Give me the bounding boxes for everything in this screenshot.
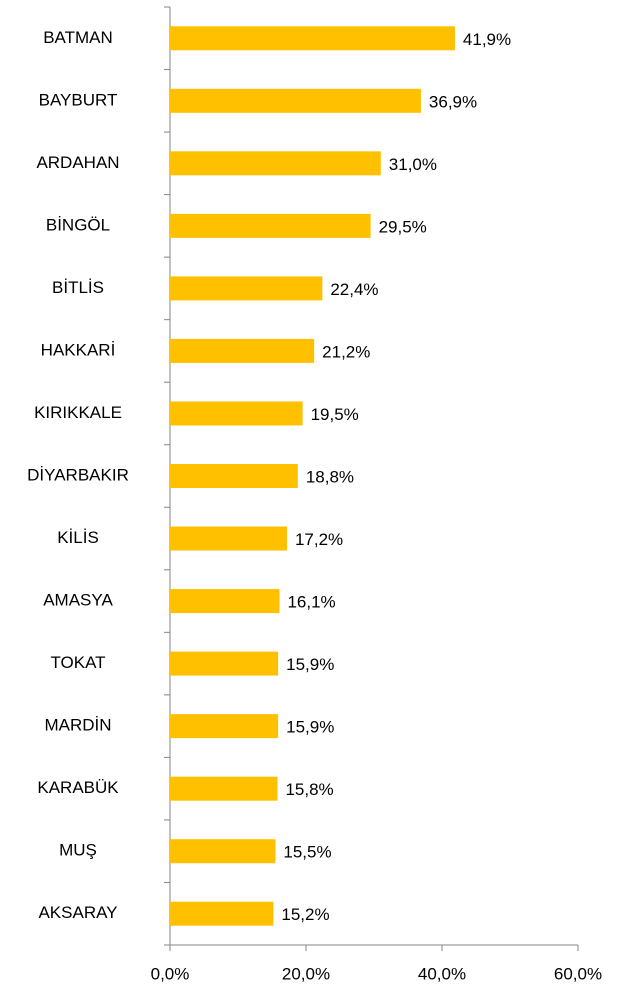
value-label: 15,8% xyxy=(285,780,333,799)
value-label: 15,2% xyxy=(281,905,329,924)
bar xyxy=(170,839,276,864)
value-label: 41,9% xyxy=(463,30,511,49)
value-label: 15,9% xyxy=(286,655,334,674)
y-tick-label: BİNGÖL xyxy=(46,215,110,234)
x-tick-label: 40,0% xyxy=(418,964,466,983)
bar xyxy=(170,526,287,551)
bar xyxy=(170,338,315,363)
value-label: 18,8% xyxy=(306,467,354,486)
y-tick-label: MARDİN xyxy=(44,716,111,735)
bar xyxy=(170,88,421,113)
y-tick-label: KİLİS xyxy=(57,528,99,547)
bar xyxy=(170,714,279,739)
y-tick-label: AMASYA xyxy=(43,591,113,610)
y-tick-label: DİYARBAKIR xyxy=(27,465,129,484)
value-label: 31,0% xyxy=(389,155,437,174)
value-label: 19,5% xyxy=(311,405,359,424)
y-tick-label: ARDAHAN xyxy=(36,153,119,172)
value-label: 36,9% xyxy=(429,92,477,111)
bar xyxy=(170,776,278,801)
bar xyxy=(170,464,298,488)
y-tick-label: BİTLİS xyxy=(52,278,104,297)
y-tick-label: HAKKARİ xyxy=(41,340,116,359)
bar xyxy=(170,401,303,426)
y-tick-label: KIRIKKALE xyxy=(34,403,122,422)
y-tick-label: KARABÜK xyxy=(37,778,119,797)
x-tick-label: 0,0% xyxy=(151,964,190,983)
value-label: 16,1% xyxy=(287,593,335,612)
x-tick-label: 20,0% xyxy=(282,964,330,983)
y-tick-label: TOKAT xyxy=(50,653,105,672)
value-label: 15,9% xyxy=(286,718,334,737)
bar xyxy=(170,276,323,301)
value-label: 17,2% xyxy=(295,530,343,549)
bar xyxy=(170,589,280,614)
bar xyxy=(170,26,455,51)
x-tick-label: 60,0% xyxy=(554,964,602,983)
bar xyxy=(170,901,274,926)
bar xyxy=(170,213,371,238)
value-label: 21,2% xyxy=(322,342,370,361)
y-tick-label: MUŞ xyxy=(59,841,97,860)
value-label: 15,5% xyxy=(283,843,331,862)
bar xyxy=(170,151,381,176)
y-tick-label: BAYBURT xyxy=(39,90,118,109)
value-label: 29,5% xyxy=(379,217,427,236)
value-label: 22,4% xyxy=(330,280,378,299)
y-tick-label: BATMAN xyxy=(43,28,113,47)
bar xyxy=(170,651,279,676)
y-tick-label: AKSARAY xyxy=(38,903,117,922)
